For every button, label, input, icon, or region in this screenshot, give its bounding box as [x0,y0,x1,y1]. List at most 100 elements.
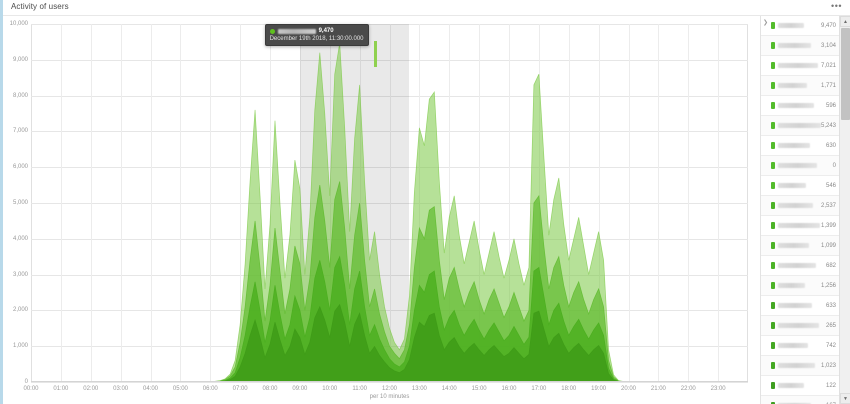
legend-value: 0 [832,162,836,169]
gridline-vertical [658,24,660,382]
chevron-right-icon[interactable]: ❯ [763,20,769,26]
gridline-vertical [479,24,481,382]
legend-label-redacted [778,363,815,368]
legend-item[interactable]: 3,104 [761,36,839,56]
legend-label-redacted [778,103,814,108]
y-axis-tick-label: 6,000 [12,164,28,171]
gridline-vertical [120,24,122,382]
legend-color-swatch [771,202,775,209]
y-axis-tick-label: 5,000 [12,200,28,206]
legend-value: 633 [825,302,836,309]
legend-color-swatch [771,362,775,369]
legend-item[interactable]: 630 [761,136,839,156]
legend-item[interactable]: 682 [761,256,839,276]
ellipsis-icon[interactable]: ••• [831,1,842,11]
gridline-vertical [628,24,630,382]
legend-value: 3,104 [820,42,836,49]
legend-item[interactable]: 633 [761,296,839,316]
y-axis-tick-label: 0 [24,379,28,385]
legend-item[interactable]: 9,470 [761,16,839,36]
gridline-vertical [180,24,182,382]
gridline-vertical [60,24,62,382]
gridline-vertical [598,24,600,382]
y-axis-tick-label: 2,000 [12,307,28,314]
legend-label-redacted [778,383,804,388]
gridline-vertical [389,24,391,382]
x-axis-tick-label: 06:00 [202,386,218,392]
legend-item[interactable]: 742 [761,336,839,356]
x-axis-tick-label: 04:00 [142,386,159,392]
x-axis-tick-label: 07:00 [232,386,248,392]
legend-value: 596 [825,102,836,109]
y-axis-tick-label: 10,000 [9,21,28,27]
x-axis-tick-label: 10:00 [322,386,338,392]
legend-item[interactable]: 596 [761,96,839,116]
legend-value: 9,470 [820,22,836,29]
x-axis-tick-label: 01:00 [53,386,69,392]
chart-area[interactable]: 0 1,000 2,000 3,000 4,000 5,000 6,000 7,000 8,00… [3,16,760,404]
plot-baseline [31,381,748,382]
legend-item[interactable]: 546 [761,176,839,196]
legend-item[interactable]: 0 [761,156,839,176]
x-axis-tick-label: 03:00 [113,386,129,392]
x-axis-title: per 10 minutes [369,394,410,400]
scrollbar-thumb[interactable] [841,28,850,120]
tooltip-series-dot [269,28,275,34]
x-axis-tick-label: 08:00 [262,386,278,392]
plot-region[interactable]: 0 1,000 2,000 3,000 4,000 5,000 6,000 7,000 8,00… [10,21,748,400]
legend-color-swatch [771,242,775,249]
gridline-vertical [718,24,720,382]
legend-item[interactable]: 1,256 [761,276,839,296]
x-axis-tick-label: 17:00 [531,386,547,392]
tooltip-series-row: 9,470 [269,27,364,35]
legend-panel[interactable]: ❯ 9,470 3,104 7,021 1,771 596 5,243 630 0 546 2,5… [760,16,850,404]
legend-item[interactable]: 1,023 [761,356,839,376]
gridline-vertical [240,24,242,382]
gridline-vertical [90,24,92,382]
legend-label-redacted [778,183,806,188]
legend-item[interactable]: 1,399 [761,216,839,236]
legend-item[interactable]: 1,099 [761,236,839,256]
legend-color-swatch [771,62,775,69]
scroll-up-icon[interactable]: ▲ [840,16,850,27]
y-axis-tick-label: 3,000 [12,271,28,278]
x-axis-tick-label: 12:00 [381,386,398,392]
legend-item[interactable]: 167 [761,396,839,404]
legend-value: 742 [825,342,836,349]
series-areas [31,42,719,382]
legend-color-swatch [771,222,775,229]
legend-label-redacted [778,163,817,168]
legend-label-redacted [778,223,820,228]
legend-color-swatch [771,162,775,169]
legend-label-redacted [778,83,807,88]
legend-value: 682 [825,262,836,269]
x-axis-tick-label: 15:00 [471,386,487,392]
legend-color-swatch [771,402,775,404]
x-axis-tick-label: 21:00 [650,386,666,392]
legend-label-redacted [778,43,811,48]
gridline-vertical [210,24,212,382]
x-axis-tick-label: 09:00 [292,386,308,392]
legend-value: 1,023 [820,362,836,369]
legend-value: 1,399 [820,222,836,229]
x-axis-tick-label: 18:00 [561,386,577,392]
legend-color-swatch [771,282,775,289]
x-axis-tick-label: 22:00 [680,386,696,392]
legend-item[interactable]: 265 [761,316,839,336]
legend-value: 630 [825,142,836,149]
legend-item[interactable]: 7,021 [761,56,839,76]
legend-label-redacted [778,123,821,128]
legend-item[interactable]: 122 [761,376,839,396]
legend-value: 2,537 [820,202,836,209]
legend-item[interactable]: 2,537 [761,196,839,216]
tooltip: 9,470 December 19th 2018, 11:30:00.000 [264,24,369,46]
legend-item[interactable]: 5,243 [761,116,839,136]
scroll-down-icon[interactable]: ▼ [840,393,850,404]
legend-list[interactable]: 9,470 3,104 7,021 1,771 596 5,243 630 0 546 2,537… [761,16,839,404]
gridline-vertical [449,24,451,382]
legend-scrollbar[interactable]: ▲ ▼ [839,16,850,404]
legend-item[interactable]: 1,771 [761,76,839,96]
legend-value: 1,771 [820,82,836,89]
y-axis-tick-label: 7,000 [12,128,28,135]
